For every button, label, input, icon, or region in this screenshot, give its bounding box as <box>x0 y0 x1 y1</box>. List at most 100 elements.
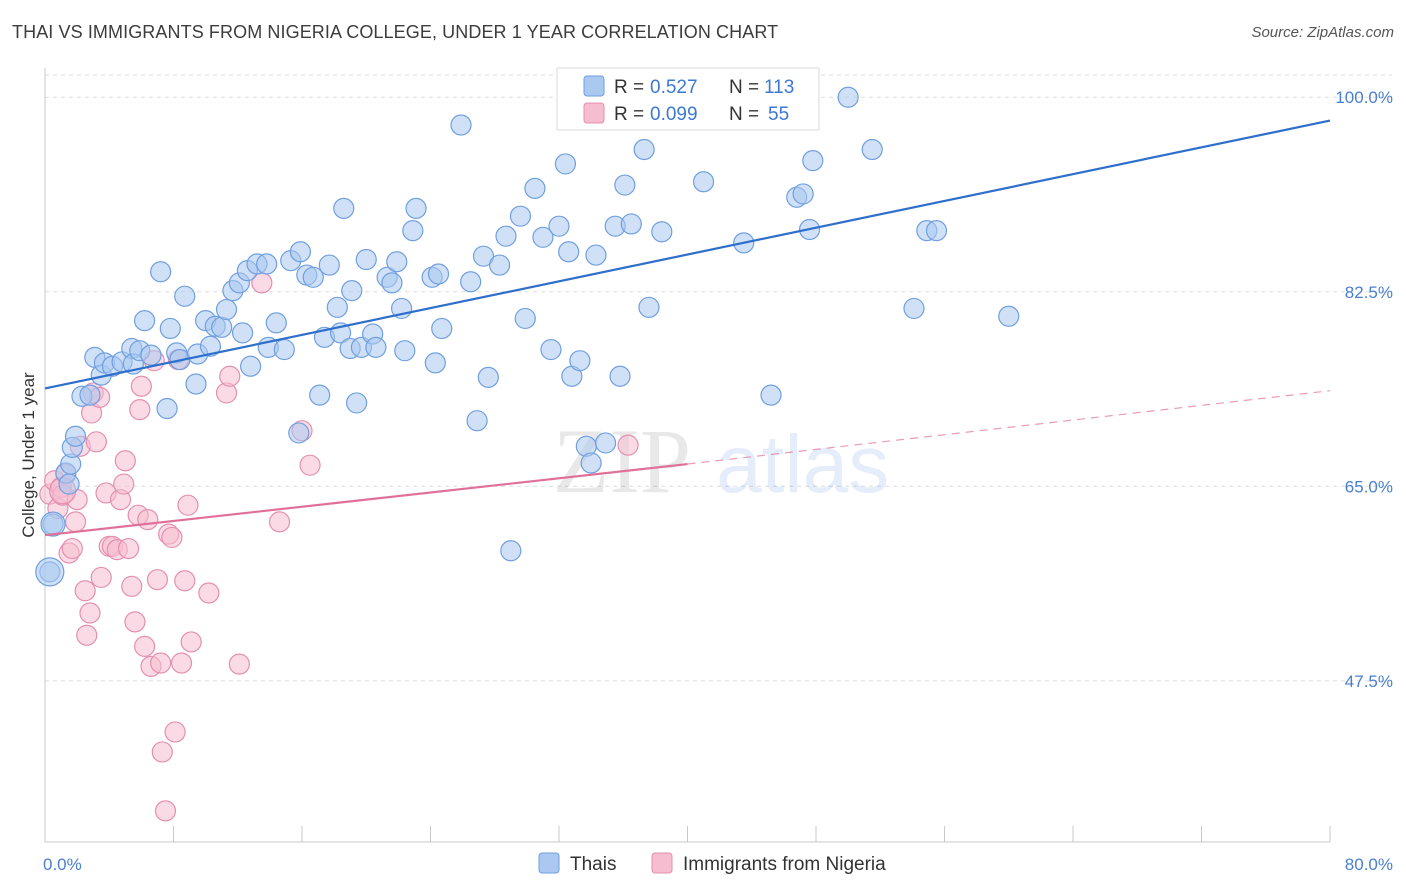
thais-point-50 <box>326 296 348 318</box>
thais-point-74 <box>472 245 495 267</box>
trend-line-thais <box>44 119 1331 390</box>
y-tick-label-0: 47.5% <box>1345 672 1393 691</box>
nigeria-point-36 <box>146 569 169 591</box>
chart-source: Source: ZipAtlas.com <box>1251 24 1394 41</box>
nigeria-point-37 <box>150 652 172 674</box>
thais-point-73 <box>466 410 488 432</box>
thais-point-47 <box>309 384 331 406</box>
nigeria-point-18 <box>90 566 112 589</box>
nigeria-point-11 <box>74 580 96 602</box>
nigeria-point-26 <box>117 537 140 560</box>
thais-point-110 <box>998 305 1020 327</box>
nigeria-point-31 <box>130 375 152 397</box>
chart-title: THAI VS IMMIGRANTS FROM NIGERIA COLLEGE,… <box>12 22 779 42</box>
watermark: ZIP atlas <box>553 410 889 512</box>
thais-point-19 <box>150 261 172 283</box>
thais-point-78 <box>500 540 522 562</box>
trend-lines <box>44 119 1331 537</box>
thais-point-79 <box>509 205 532 227</box>
x-tick-label-1: 80.0% <box>1345 855 1393 874</box>
thais-point-57 <box>355 248 377 271</box>
thais-point-76 <box>488 254 511 276</box>
stats-legend-swatch-thais <box>583 75 605 97</box>
thais-point-83 <box>540 338 562 361</box>
thais-point-3 <box>58 473 80 495</box>
trend-line-nigeria-extension <box>687 390 1331 465</box>
y-tick-label-1: 65.0% <box>1345 477 1393 496</box>
watermark-zip: ZIP <box>553 410 691 512</box>
thais-point-65 <box>402 220 424 242</box>
thais-point-105 <box>802 149 824 172</box>
thais-point-93 <box>609 365 631 387</box>
thais-point-30 <box>211 316 233 338</box>
series-legend: Thais Immigrants from Nigeria <box>538 852 886 875</box>
y-tick-label-3: 100.0% <box>1335 88 1393 107</box>
thais-point-17 <box>133 310 156 332</box>
nigeria-point-55 <box>299 454 321 476</box>
nigeria-point-7 <box>61 537 83 560</box>
y-tick-label-2: 82.5% <box>1345 283 1393 302</box>
thais-point-18 <box>140 344 162 366</box>
stats-r-value-thais: 0.527 <box>650 77 698 98</box>
stats-n-value-thais: 113 <box>764 77 794 98</box>
thais-point-55 <box>346 392 368 414</box>
nigeria-point-25 <box>114 450 136 472</box>
thais-point-21 <box>159 317 181 340</box>
thais-point-54 <box>341 280 363 302</box>
thais-point-44 <box>289 241 311 263</box>
thais-point-80 <box>514 307 536 330</box>
thais-point-49 <box>318 254 340 276</box>
thais-point-34 <box>231 322 254 344</box>
x-tick-label-0: 0.0% <box>43 855 82 874</box>
thais-point-28 <box>199 335 222 357</box>
thais-point-62 <box>386 251 408 273</box>
nigeria-point-28 <box>124 611 146 633</box>
thais-point-69 <box>427 263 450 285</box>
thais-point-96 <box>633 138 655 161</box>
thais-point-8 <box>79 384 101 406</box>
thais-point-82 <box>532 226 554 248</box>
nigeria-point-27 <box>121 575 143 597</box>
trend-line-nigeria <box>44 462 688 537</box>
thais-point-31 <box>215 298 238 321</box>
nigeria-point-45 <box>174 570 196 592</box>
stats-r-label-nigeria: R = <box>614 104 644 125</box>
y-axis-label: College, Under 1 year <box>19 372 38 538</box>
thais-point-97 <box>638 296 660 318</box>
stats-n-label-nigeria: N = <box>729 104 759 125</box>
thais-point-71 <box>450 114 472 136</box>
stats-legend-swatch-nigeria <box>583 102 605 124</box>
nigeria-point-51 <box>228 653 250 675</box>
thais-point-68 <box>424 352 446 374</box>
legend-swatch-nigeria <box>651 852 673 874</box>
thais-point-111 <box>925 220 948 242</box>
series-thais-points <box>35 86 1020 587</box>
thais-point-106 <box>837 86 859 108</box>
thais-large-point-1 <box>40 511 66 537</box>
stats-n-value-nigeria: 55 <box>768 104 789 125</box>
x-tick-labels: 0.0% 80.0% <box>43 855 1393 874</box>
thais-point-101 <box>760 384 782 406</box>
nigeria-point-50 <box>219 365 241 387</box>
stats-n-label-thais: N = <box>729 77 759 98</box>
nigeria-point-44 <box>170 652 193 674</box>
legend-label-thais: Thais <box>570 854 616 875</box>
thais-point-40 <box>265 312 287 334</box>
thais-point-61 <box>381 272 403 294</box>
thais-point-24 <box>174 285 196 307</box>
thais-point-59 <box>365 336 387 358</box>
thais-point-43 <box>288 422 310 444</box>
thais-point-75 <box>477 366 499 388</box>
y-tick-labels: 47.5% 65.0% 82.5% 100.0% <box>1335 88 1393 691</box>
thais-point-38 <box>256 253 278 275</box>
nigeria-point-53 <box>268 511 291 533</box>
thais-point-84 <box>548 215 570 237</box>
thais-point-52 <box>333 197 355 219</box>
nigeria-point-13 <box>79 602 101 624</box>
thais-point-46 <box>302 266 324 288</box>
thais-point-20 <box>156 397 178 420</box>
thais-large-point-0 <box>35 557 65 587</box>
thais-point-98 <box>651 221 673 243</box>
nigeria-point-56 <box>617 434 639 456</box>
thais-point-94 <box>614 174 636 196</box>
